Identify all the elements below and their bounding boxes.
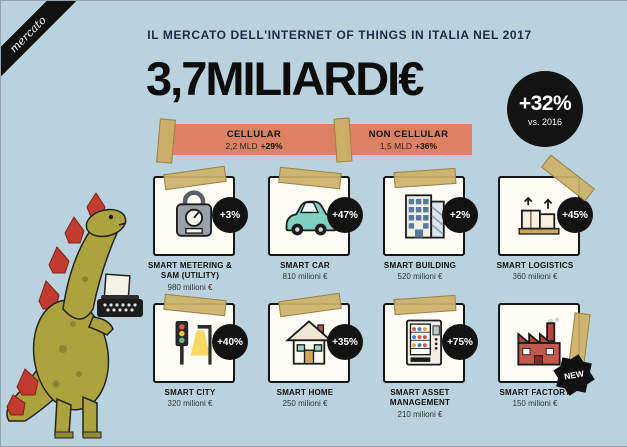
- dinosaur-typewriter-illustration: [1, 159, 156, 444]
- total-growth-badge: +32% vs. 2016: [507, 71, 583, 147]
- new-badge: NEW: [553, 354, 595, 396]
- segment-growth: +36%: [415, 140, 438, 151]
- new-badge-label: NEW: [563, 368, 585, 382]
- card-icon-box: +35%: [268, 292, 363, 383]
- page-title: IL MERCATO DELL'INTERNET OF THINGS IN IT…: [147, 28, 532, 42]
- card-value: 810 milioni €: [282, 272, 328, 282]
- meter-icon: [176, 190, 212, 237]
- segment-value: 2,2 MLD +29%: [225, 141, 282, 151]
- segment-label: CELLULAR: [226, 128, 282, 140]
- segment-amount: 1,5 MLD: [379, 140, 413, 151]
- card-smart-building: +2% SMART BUILDING 520 milioni €: [383, 167, 478, 281]
- car-icon: [285, 200, 337, 236]
- headline-amount: 3,7: [146, 52, 207, 105]
- card-icon-box: +75%: [383, 294, 478, 383]
- card-value: 150 milioni €: [512, 399, 558, 409]
- card-value: 360 milioni €: [512, 272, 558, 282]
- segment-bar-non-cellular: NON CELLULAR 1,5 MLD +36%: [345, 124, 472, 155]
- card-label: SMART CITY: [164, 388, 216, 397]
- growth-badge: +35%: [327, 324, 363, 360]
- growth-value: +32%: [518, 91, 572, 115]
- card-label: SMART FACTORY: [499, 388, 571, 397]
- segment-bar-cellular: CELLULAR 2,2 MLD +29%: [168, 124, 340, 155]
- card-value: 250 milioni €: [282, 399, 328, 409]
- card-icon-box: NEW: [498, 303, 595, 396]
- growth-badge: +40%: [212, 324, 248, 360]
- card-smart-logistics: +45% SMART LOGISTICS 360 milioni €: [497, 154, 595, 281]
- typewriter-icon: [97, 273, 143, 317]
- tape-decoration: [156, 118, 176, 164]
- logistics-icon: [518, 196, 560, 235]
- card-label: SMART ASSET MANAGEMENT: [389, 388, 451, 408]
- card-label: SMART METERING & SAM (UTILITY): [147, 261, 233, 281]
- card-smart-asset-management: +75% SMART ASSET MANAGEMENT 210 milioni …: [383, 294, 478, 419]
- card-label: SMART CAR: [280, 261, 330, 270]
- traffic-light-icon: [175, 320, 212, 365]
- card-value: 520 milioni €: [397, 272, 443, 282]
- card-smart-car: +47% SMART CAR 810 milioni €: [268, 166, 363, 281]
- growth-badge: +75%: [442, 324, 478, 360]
- card-icon-box: +45%: [498, 154, 595, 256]
- growth-badge: +2%: [442, 197, 478, 233]
- tape-decoration: [278, 292, 342, 318]
- tape-decoration: [163, 165, 227, 191]
- segment-label: NON CELLULAR: [368, 128, 449, 140]
- tape-decoration: [393, 167, 457, 189]
- card-value: 210 milioni €: [397, 409, 443, 419]
- tape-decoration: [163, 293, 227, 317]
- segment-amount: 2,2 MLD: [225, 140, 258, 151]
- ribbon-label: mercato: [7, 13, 49, 56]
- card-smart-metering: +3% SMART METERING & SAM (UTILITY) 980 m…: [148, 165, 248, 292]
- dinosaur-icon: [6, 192, 143, 439]
- house-icon: [285, 320, 333, 365]
- segment-value: 1,5 MLD +36%: [380, 141, 437, 151]
- headline-total: 3,7 MILIARDI€: [146, 52, 424, 105]
- building-icon: [405, 194, 445, 239]
- card-label: SMART BUILDING: [383, 261, 457, 270]
- card-icon-box: +3%: [153, 165, 248, 256]
- card-icon-box: +2%: [383, 167, 478, 256]
- card-icon-box: +40%: [153, 293, 248, 383]
- growth-badge: +45%: [557, 197, 593, 233]
- vending-machine-icon: [406, 319, 442, 366]
- card-smart-home: +35% SMART HOME 250 milioni €: [268, 292, 363, 408]
- card-value: 320 milioni €: [167, 399, 213, 409]
- card-value: 980 milioni €: [167, 282, 213, 292]
- tape-decoration: [393, 294, 457, 316]
- factory-icon: [517, 317, 561, 366]
- growth-sublabel: vs. 2016: [527, 116, 563, 127]
- headline-unit: MILIARDI€: [205, 52, 424, 105]
- card-smart-factory: NEW SMART FACTORY 150 milioni €: [498, 303, 595, 408]
- card-label: SMART LOGISTICS: [496, 261, 574, 270]
- segment-growth: +29%: [260, 140, 283, 151]
- growth-badge: +47%: [327, 197, 363, 233]
- card-icon-box: +47%: [268, 166, 363, 256]
- card-label: SMART HOME: [276, 388, 334, 397]
- tape-decoration: [278, 166, 342, 190]
- growth-badge: +3%: [212, 197, 248, 233]
- card-smart-city: +40% SMART CITY 320 milioni €: [153, 293, 248, 408]
- tape-decoration: [333, 117, 353, 163]
